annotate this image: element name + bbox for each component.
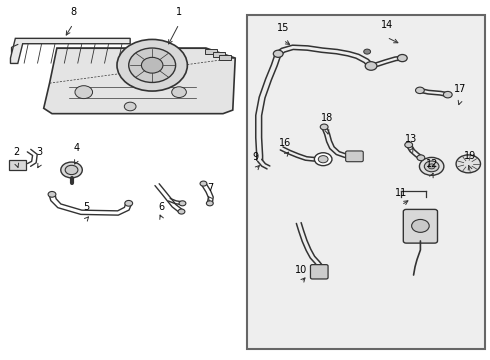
Text: 10: 10 bbox=[295, 265, 307, 275]
Circle shape bbox=[200, 181, 207, 186]
Text: 17: 17 bbox=[454, 84, 466, 94]
Circle shape bbox=[365, 62, 377, 70]
Text: 15: 15 bbox=[277, 23, 289, 33]
Polygon shape bbox=[44, 48, 235, 114]
Circle shape bbox=[397, 54, 407, 62]
Circle shape bbox=[318, 156, 328, 163]
Circle shape bbox=[443, 91, 452, 98]
Circle shape bbox=[405, 142, 413, 148]
Circle shape bbox=[412, 220, 429, 232]
Circle shape bbox=[129, 48, 175, 82]
Text: 7: 7 bbox=[208, 183, 214, 193]
Text: 2: 2 bbox=[14, 147, 20, 157]
Text: 3: 3 bbox=[37, 147, 43, 157]
Text: 4: 4 bbox=[74, 143, 79, 153]
FancyBboxPatch shape bbox=[213, 52, 225, 57]
Text: 16: 16 bbox=[279, 139, 291, 148]
Text: 18: 18 bbox=[321, 113, 333, 123]
Circle shape bbox=[456, 155, 481, 173]
Circle shape bbox=[48, 192, 56, 197]
FancyBboxPatch shape bbox=[205, 49, 217, 54]
Circle shape bbox=[315, 153, 332, 166]
Text: 8: 8 bbox=[70, 7, 76, 17]
Circle shape bbox=[75, 86, 93, 99]
Circle shape bbox=[424, 161, 439, 172]
Circle shape bbox=[428, 164, 435, 169]
FancyBboxPatch shape bbox=[247, 15, 486, 348]
Circle shape bbox=[65, 165, 78, 175]
Circle shape bbox=[178, 209, 185, 214]
Circle shape bbox=[417, 155, 425, 161]
Circle shape bbox=[125, 201, 133, 206]
Text: 19: 19 bbox=[464, 151, 476, 161]
Circle shape bbox=[142, 57, 163, 73]
Circle shape bbox=[416, 87, 424, 94]
Text: 6: 6 bbox=[159, 202, 165, 212]
FancyBboxPatch shape bbox=[8, 159, 26, 170]
Circle shape bbox=[419, 157, 444, 175]
Circle shape bbox=[206, 201, 213, 206]
Circle shape bbox=[320, 124, 328, 130]
Circle shape bbox=[117, 40, 187, 91]
Text: 5: 5 bbox=[83, 202, 89, 212]
Text: 13: 13 bbox=[405, 134, 417, 144]
FancyBboxPatch shape bbox=[345, 151, 363, 162]
Text: 9: 9 bbox=[253, 152, 259, 162]
Circle shape bbox=[179, 201, 186, 206]
Circle shape bbox=[172, 87, 186, 98]
FancyBboxPatch shape bbox=[219, 55, 231, 60]
Text: 12: 12 bbox=[425, 159, 438, 169]
Text: 1: 1 bbox=[176, 7, 182, 17]
Polygon shape bbox=[10, 39, 130, 63]
Circle shape bbox=[124, 102, 136, 111]
FancyBboxPatch shape bbox=[311, 265, 328, 279]
Circle shape bbox=[364, 49, 370, 54]
Text: 11: 11 bbox=[395, 188, 408, 198]
FancyBboxPatch shape bbox=[403, 210, 438, 243]
Circle shape bbox=[273, 50, 283, 57]
Circle shape bbox=[61, 162, 82, 178]
Text: 14: 14 bbox=[381, 20, 393, 30]
